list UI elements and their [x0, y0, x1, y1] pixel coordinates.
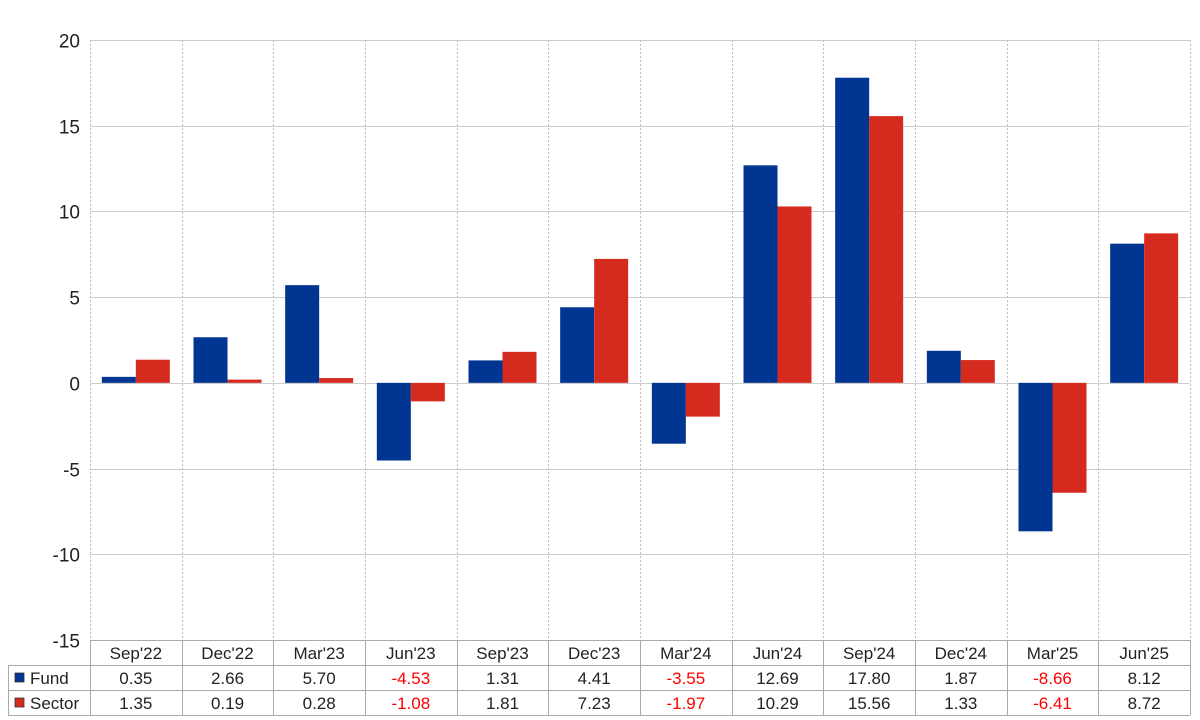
data-label-fund: 1.31 [486, 669, 519, 688]
y-tick-label: 20 [59, 32, 80, 53]
y-tick-label: -10 [53, 546, 80, 567]
bar-sector-11 [1144, 233, 1179, 383]
data-label-sector: 1.35 [119, 694, 152, 713]
bar-fund-0 [101, 376, 136, 383]
data-label-fund: 2.66 [211, 669, 244, 688]
x-category-label: Mar'24 [660, 644, 711, 663]
bar-fund-10 [1018, 382, 1053, 532]
bar-fund-2 [285, 285, 320, 383]
data-label-sector: -1.97 [666, 694, 705, 713]
bar-fund-1 [193, 337, 228, 383]
x-category-label: Sep'23 [476, 644, 528, 663]
data-label-fund: -8.66 [1033, 669, 1072, 688]
data-label-sector: 10.29 [756, 694, 799, 713]
legend-label-fund: Fund [30, 669, 69, 688]
bar-sector-3 [410, 382, 445, 402]
data-label-sector: 1.81 [486, 694, 519, 713]
legend-label-sector: Sector [30, 694, 79, 713]
data-label-fund: -4.53 [391, 669, 430, 688]
data-label-fund: 1.87 [944, 669, 977, 688]
data-label-fund: 5.70 [303, 669, 336, 688]
x-category-label: Dec'23 [568, 644, 620, 663]
x-category-label: Jun'24 [753, 644, 803, 663]
data-label-sector: 0.28 [303, 694, 336, 713]
legend-swatch-fund [14, 672, 25, 683]
bar-sector-1 [227, 379, 262, 383]
bar-fund-9 [926, 350, 961, 383]
y-tick-label: -5 [63, 461, 80, 482]
y-tick-label: 0 [69, 375, 80, 396]
x-category-label: Dec'22 [201, 644, 253, 663]
y-tick-label: 5 [69, 289, 80, 310]
data-table: Sep'22 Dec'22 Mar'23 Jun'23 Sep'23 Dec'23 Mar'… [8, 640, 1191, 716]
data-label-sector: -6.41 [1033, 694, 1072, 713]
data-label-sector: 7.23 [578, 694, 611, 713]
bar-sector-0 [135, 359, 170, 383]
bar-sector-6 [685, 382, 720, 417]
x-category-label: Dec'24 [935, 644, 987, 663]
bar-sector-2 [319, 378, 354, 383]
bar-fund-4 [468, 360, 503, 383]
bar-sector-8 [869, 116, 904, 383]
y-tick-label: 10 [59, 203, 80, 224]
x-category-label: Sep'22 [110, 644, 162, 663]
y-tick-label: 15 [59, 118, 80, 139]
data-label-fund: 8.12 [1128, 669, 1161, 688]
data-label-sector: 1.33 [944, 694, 977, 713]
bar-sector-9 [960, 360, 995, 383]
data-label-fund: 12.69 [756, 669, 799, 688]
bar-sector-4 [502, 351, 537, 383]
y-tick-label: -15 [53, 632, 80, 653]
bar-sector-10 [1052, 382, 1087, 493]
bar-fund-8 [835, 77, 870, 383]
bars-layer [101, 77, 1179, 532]
data-label-fund: -3.55 [666, 669, 705, 688]
bar-fund-3 [376, 382, 411, 461]
bar-fund-6 [651, 382, 686, 444]
data-label-sector: 15.56 [848, 694, 891, 713]
x-category-label: Mar'23 [293, 644, 344, 663]
bar-sector-7 [777, 206, 812, 383]
x-category-label: Jun'23 [386, 644, 436, 663]
x-category-label: Jun'25 [1119, 644, 1169, 663]
data-label-sector: 0.19 [211, 694, 244, 713]
data-label-sector: 8.72 [1128, 694, 1161, 713]
data-label-fund: 0.35 [119, 669, 152, 688]
legend-swatch-sector [14, 697, 25, 708]
bar-fund-11 [1110, 243, 1145, 383]
x-category-label: Sep'24 [843, 644, 895, 663]
data-label-sector: -1.08 [391, 694, 430, 713]
bar-fund-7 [743, 165, 778, 383]
data-label-fund: 4.41 [578, 669, 611, 688]
y-axis: 20 15 10 5 0 -5 -10 -15 [53, 32, 80, 653]
data-label-fund: 17.80 [848, 669, 891, 688]
bar-fund-5 [560, 307, 595, 383]
grid-layer [90, 40, 1191, 641]
bar-sector-5 [594, 258, 629, 383]
x-category-label: Mar'25 [1027, 644, 1078, 663]
